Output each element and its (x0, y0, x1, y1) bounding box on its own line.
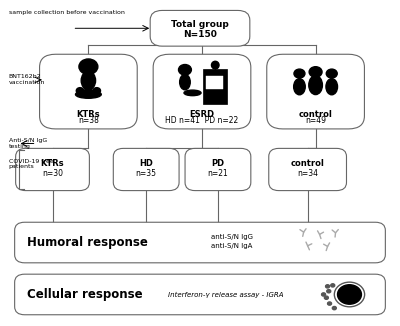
Circle shape (338, 285, 362, 304)
Text: sample collection before vaccination: sample collection before vaccination (9, 9, 124, 15)
Ellipse shape (294, 79, 305, 95)
Text: PD: PD (211, 159, 224, 168)
Circle shape (294, 69, 305, 78)
Text: n=49: n=49 (305, 116, 326, 125)
Circle shape (327, 289, 331, 293)
FancyBboxPatch shape (185, 148, 251, 191)
Text: KTRs: KTRs (41, 159, 64, 168)
Circle shape (328, 302, 332, 305)
Text: Cellular response: Cellular response (27, 288, 142, 301)
FancyBboxPatch shape (267, 54, 364, 129)
Text: anti-S/N IgG: anti-S/N IgG (211, 234, 253, 240)
Text: BNT162b2: BNT162b2 (9, 74, 41, 80)
Text: testing: testing (9, 144, 30, 149)
Circle shape (178, 65, 191, 75)
FancyBboxPatch shape (15, 274, 385, 315)
Text: Humoral response: Humoral response (27, 236, 148, 249)
Text: HD: HD (139, 159, 153, 168)
Circle shape (85, 88, 92, 94)
Circle shape (93, 88, 100, 94)
Ellipse shape (326, 79, 338, 95)
Text: control: control (291, 159, 324, 168)
Ellipse shape (212, 61, 219, 69)
FancyBboxPatch shape (15, 222, 385, 263)
Circle shape (79, 59, 98, 74)
Ellipse shape (184, 90, 201, 96)
Text: COVID-19 free: COVID-19 free (9, 159, 54, 164)
Text: Interferon-γ release assay - IGRA: Interferon-γ release assay - IGRA (168, 291, 284, 298)
Circle shape (324, 296, 328, 299)
FancyBboxPatch shape (206, 76, 223, 89)
Ellipse shape (81, 71, 96, 90)
FancyBboxPatch shape (153, 54, 251, 129)
Text: n=21: n=21 (208, 169, 228, 178)
Text: anti-S/N IgA: anti-S/N IgA (211, 243, 252, 249)
FancyBboxPatch shape (204, 69, 227, 104)
Ellipse shape (76, 91, 101, 98)
FancyBboxPatch shape (269, 148, 346, 191)
Text: N=150: N=150 (183, 30, 217, 38)
Text: ESRD: ESRD (190, 111, 214, 119)
Circle shape (326, 69, 337, 78)
Circle shape (331, 284, 335, 287)
Circle shape (334, 282, 365, 307)
Ellipse shape (309, 76, 322, 95)
Circle shape (309, 67, 322, 77)
Text: n=34: n=34 (297, 169, 318, 178)
Text: n=38: n=38 (78, 116, 99, 125)
Text: HD n=41  PD n=22: HD n=41 PD n=22 (165, 116, 239, 125)
Text: vaccination: vaccination (9, 80, 45, 85)
Text: control: control (299, 111, 332, 119)
Circle shape (332, 306, 336, 310)
FancyBboxPatch shape (113, 148, 179, 191)
Text: Total group: Total group (171, 20, 229, 29)
Circle shape (322, 293, 326, 296)
Text: patients: patients (9, 164, 34, 169)
Text: KTRs: KTRs (76, 111, 100, 119)
FancyBboxPatch shape (150, 10, 250, 46)
FancyBboxPatch shape (40, 54, 137, 129)
Text: Anti-S/N IgG: Anti-S/N IgG (9, 139, 47, 143)
Text: n=35: n=35 (136, 169, 157, 178)
FancyBboxPatch shape (16, 148, 89, 191)
Circle shape (326, 285, 330, 288)
Text: n=30: n=30 (42, 169, 63, 178)
Circle shape (76, 88, 84, 94)
Ellipse shape (180, 74, 190, 90)
